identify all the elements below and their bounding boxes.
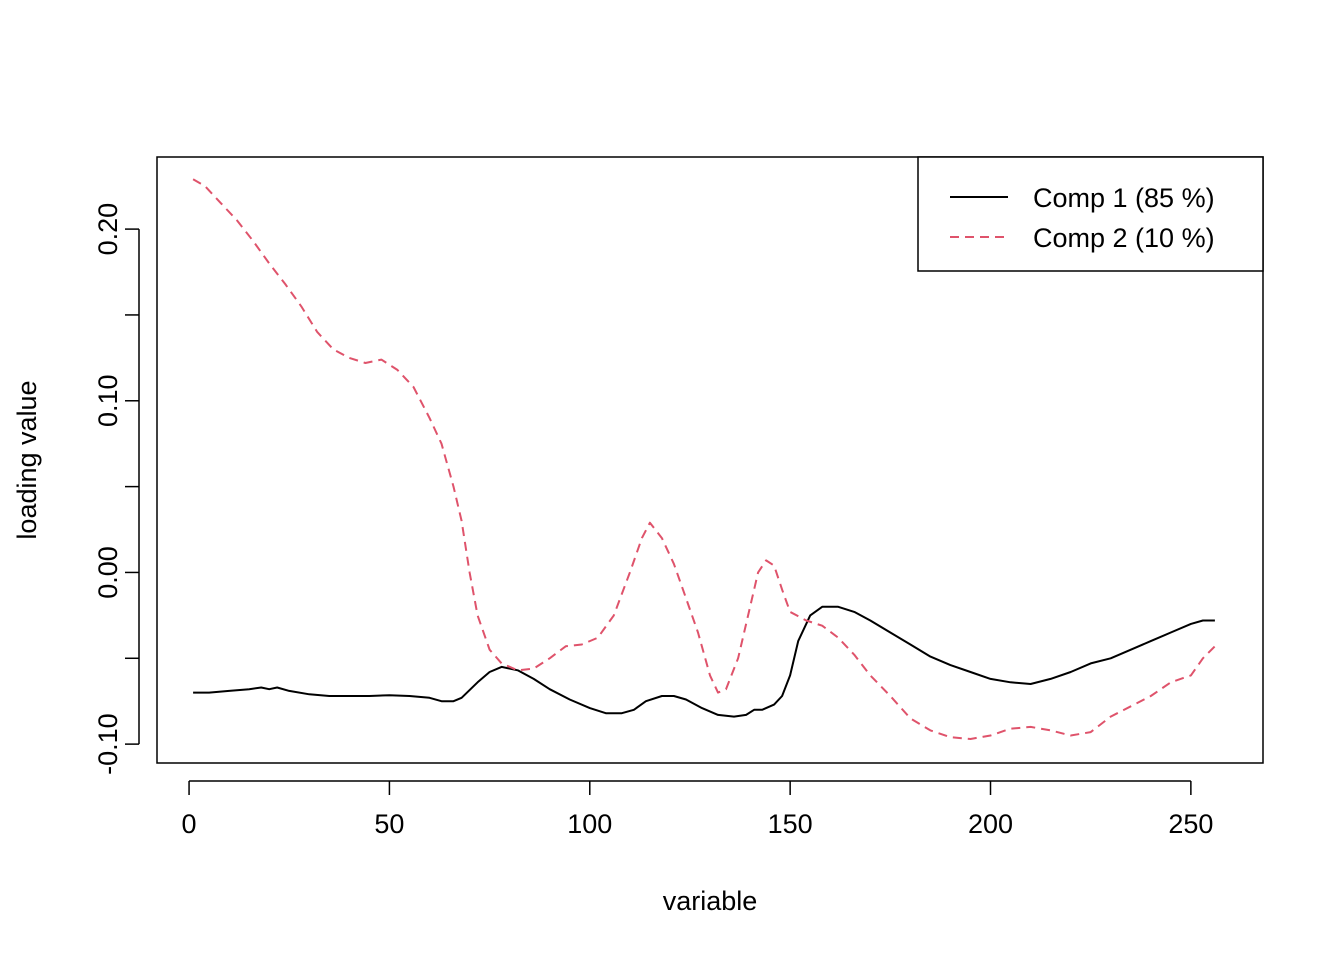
y-tick-label: 0.10 xyxy=(93,374,123,427)
legend-box xyxy=(917,156,1264,272)
x-axis: 0 50 100 150 200 250 xyxy=(182,780,1213,839)
x-tick-label: 150 xyxy=(768,809,813,839)
plot-frame xyxy=(156,156,1264,764)
series-line-comp2 xyxy=(192,178,1216,740)
series-line-comp1 xyxy=(193,605,1215,718)
y-tick-label: 0.20 xyxy=(93,203,123,256)
x-tick-label: 100 xyxy=(567,809,612,839)
series-layer xyxy=(192,178,1216,740)
x-tick-label: 250 xyxy=(1168,809,1213,839)
x-tick-label: 0 xyxy=(182,809,197,839)
y-axis: -0.10 0.00 0.10 0.20 xyxy=(93,203,140,775)
legend-label-comp1: Comp 1 (85 %) xyxy=(1033,183,1215,213)
y-tick-label: 0.00 xyxy=(93,546,123,599)
x-tick-label: 50 xyxy=(374,809,404,839)
x-axis-label: variable xyxy=(663,886,758,916)
y-tick-label: -0.10 xyxy=(93,713,123,775)
x-tick-label: 200 xyxy=(968,809,1013,839)
legend: Comp 1 (85 %) Comp 2 (10 %) xyxy=(917,156,1264,272)
y-axis-label: loading value xyxy=(12,380,42,539)
legend-label-comp2: Comp 2 (10 %) xyxy=(1033,223,1215,253)
